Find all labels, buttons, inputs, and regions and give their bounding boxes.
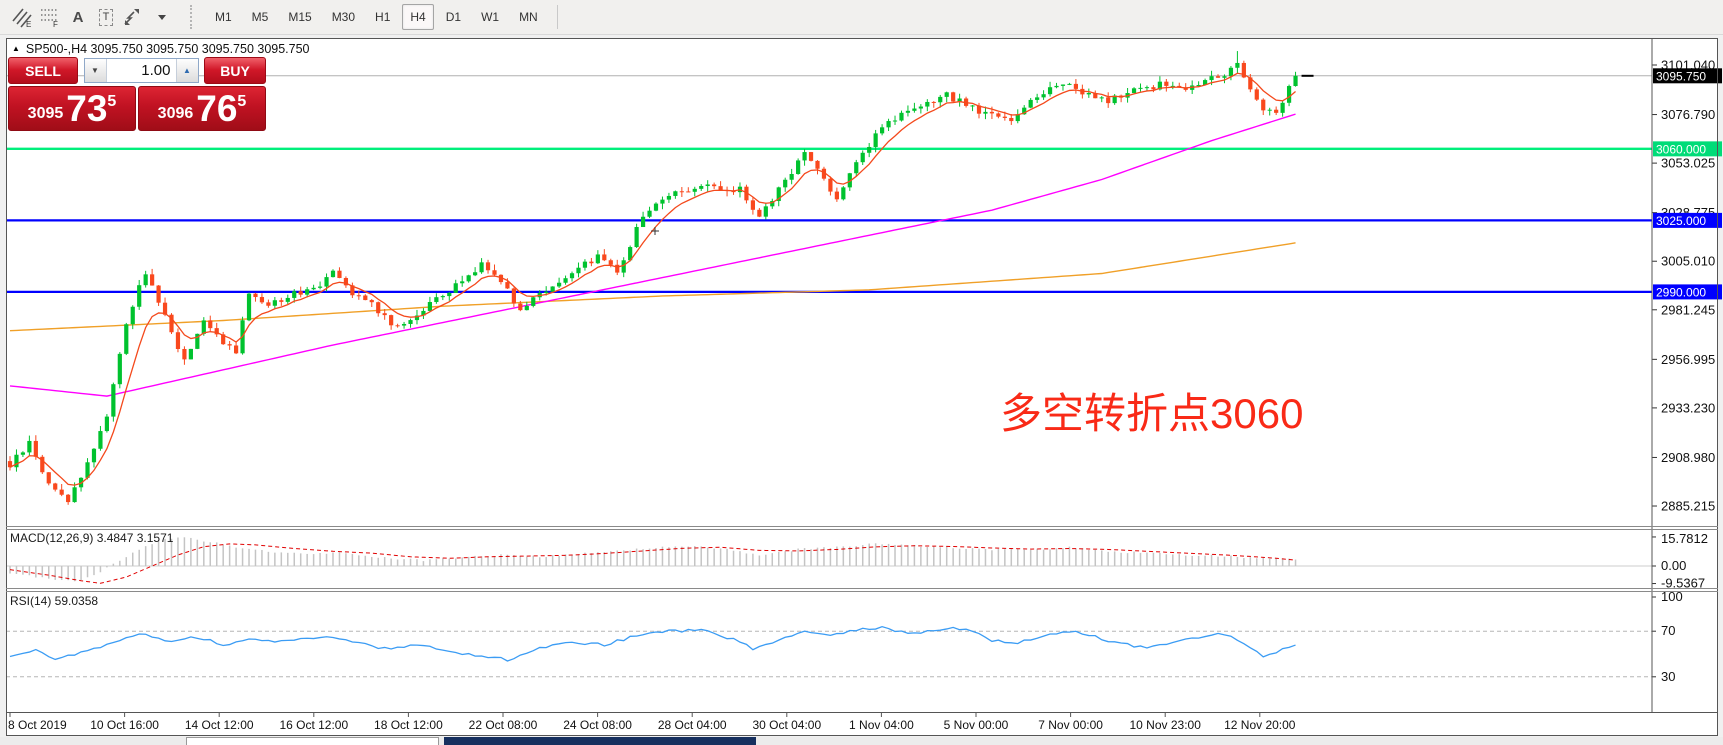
svg-text:3095.750: 3095.750 — [1656, 69, 1706, 83]
svg-text:3025.000: 3025.000 — [1656, 214, 1706, 228]
buy-price-prefix: 3096 — [157, 105, 194, 122]
toolbar-drag-handle[interactable] — [190, 5, 195, 29]
svg-text:F: F — [53, 20, 58, 28]
svg-text:5 Nov 00:00: 5 Nov 00:00 — [944, 718, 1009, 732]
text-label-tool-icon[interactable]: A — [72, 8, 84, 26]
svg-text:30 Oct 04:00: 30 Oct 04:00 — [752, 718, 821, 732]
timeframe-m15[interactable]: M15 — [288, 10, 312, 24]
svg-text:22 Oct 08:00: 22 Oct 08:00 — [469, 718, 538, 732]
svg-text:3053.025: 3053.025 — [1661, 156, 1715, 171]
chart-title: ▲ SP500-,H4 3095.750 3095.750 3095.750 30… — [12, 42, 310, 56]
timeframe-group: M1 M5 M15 M30 H1 H4 D1 W1 MN — [205, 4, 548, 30]
svg-text:30: 30 — [1661, 669, 1675, 684]
svg-text:8 Oct 2019: 8 Oct 2019 — [8, 718, 67, 732]
timeframe-m30[interactable]: M30 — [331, 10, 356, 24]
one-click-trading-panel: SELL ▼ ▲ BUY 3095 73 5 3096 76 5 — [8, 57, 266, 131]
svg-text:3060.000: 3060.000 — [1656, 142, 1706, 156]
candles — [7, 51, 1314, 505]
svg-text:15.7812: 15.7812 — [1661, 531, 1708, 546]
timeframe-m5[interactable]: M5 — [251, 10, 269, 24]
svg-text:3076.790: 3076.790 — [1661, 107, 1715, 122]
rsi-header: RSI(14) 59.0358 — [10, 594, 99, 608]
timeframe-h4[interactable]: H4 — [402, 4, 434, 30]
macd-header: MACD(12,26,9) 3.4847 3.1571 — [10, 531, 174, 545]
sell-price-pip: 5 — [107, 93, 117, 110]
buy-price-big: 76 — [196, 88, 238, 129]
sell-price-prefix: 3095 — [27, 105, 64, 122]
svg-text:2981.245: 2981.245 — [1661, 302, 1715, 317]
volume-input[interactable] — [106, 59, 176, 82]
buy-button[interactable]: BUY — [204, 57, 266, 84]
chart-title-text: SP500-,H4 3095.750 3095.750 3095.750 309… — [25, 42, 310, 56]
text-box-tool-icon[interactable]: T — [92, 3, 120, 31]
svg-text:12 Nov 20:00: 12 Nov 20:00 — [1224, 718, 1296, 732]
svg-text:2908.980: 2908.980 — [1661, 450, 1715, 465]
volume-increase-button[interactable]: ▲ — [175, 59, 198, 82]
svg-text:2885.215: 2885.215 — [1661, 499, 1715, 514]
svg-text:16 Oct 12:00: 16 Oct 12:00 — [279, 718, 348, 732]
sell-price-big: 73 — [66, 88, 108, 129]
timeframe-w1[interactable]: W1 — [481, 10, 500, 24]
level-lines — [6, 75, 1652, 397]
annotation-text: 多空转折点3060 — [1000, 390, 1304, 437]
svg-text:18 Oct 12:00: 18 Oct 12:00 — [374, 718, 443, 732]
svg-text:24 Oct 08:00: 24 Oct 08:00 — [563, 718, 632, 732]
indicator-area — [6, 537, 1652, 678]
volume-control: ▼ ▲ — [83, 58, 199, 83]
buy-price-pip: 5 — [237, 93, 247, 110]
sell-price-display[interactable]: 3095 73 5 — [8, 86, 136, 131]
svg-text:10 Nov 23:00: 10 Nov 23:00 — [1130, 718, 1202, 732]
axes: 3101.0403076.7903053.0253028.7753005.010… — [8, 58, 1722, 732]
timeframe-mn[interactable]: MN — [519, 10, 538, 24]
chart-tab-selected[interactable] — [444, 737, 756, 745]
dropdown-caret-icon[interactable] — [148, 3, 176, 31]
crosshair-marker — [651, 227, 659, 235]
caret-down-icon: ▼ — [91, 66, 99, 75]
svg-text:7 Nov 00:00: 7 Nov 00:00 — [1038, 718, 1103, 732]
caret-up-icon: ▲ — [183, 66, 191, 75]
svg-text:10 Oct 16:00: 10 Oct 16:00 — [90, 718, 159, 732]
svg-text:E: E — [26, 20, 31, 28]
svg-text:0.00: 0.00 — [1661, 558, 1686, 573]
fibonacci-tools-icon[interactable]: F — [36, 3, 64, 31]
svg-text:14 Oct 12:00: 14 Oct 12:00 — [185, 718, 254, 732]
svg-text:-9.5367: -9.5367 — [1661, 576, 1705, 591]
svg-text:2990.000: 2990.000 — [1656, 285, 1706, 299]
volume-decrease-button[interactable]: ▼ — [84, 59, 107, 82]
toolbar-separator — [556, 5, 558, 29]
buy-price-display[interactable]: 3096 76 5 — [138, 86, 266, 131]
svg-text:1 Nov 04:00: 1 Nov 04:00 — [849, 718, 914, 732]
svg-text:2933.230: 2933.230 — [1661, 400, 1715, 415]
toolbar: E F A T M1 M5 M15 M30 H1 H4 D1 W1 MN — [0, 0, 1723, 35]
svg-text:70: 70 — [1661, 623, 1675, 638]
sell-button[interactable]: SELL — [8, 57, 78, 84]
collapse-arrow-icon[interactable]: ▲ — [12, 44, 20, 53]
arrow-tools-icon[interactable] — [120, 3, 148, 31]
trendline-tools-icon[interactable]: E — [8, 3, 36, 31]
timeframe-h1[interactable]: H1 — [375, 10, 391, 24]
svg-text:100: 100 — [1661, 589, 1683, 604]
svg-text:3005.010: 3005.010 — [1661, 254, 1715, 269]
svg-text:2956.995: 2956.995 — [1661, 352, 1715, 367]
timeframe-d1[interactable]: D1 — [445, 10, 462, 24]
chart-tab-strip — [0, 737, 1723, 745]
svg-text:28 Oct 04:00: 28 Oct 04:00 — [658, 718, 727, 732]
timeframe-m1[interactable]: M1 — [215, 10, 232, 24]
chart-tab[interactable] — [186, 737, 439, 745]
